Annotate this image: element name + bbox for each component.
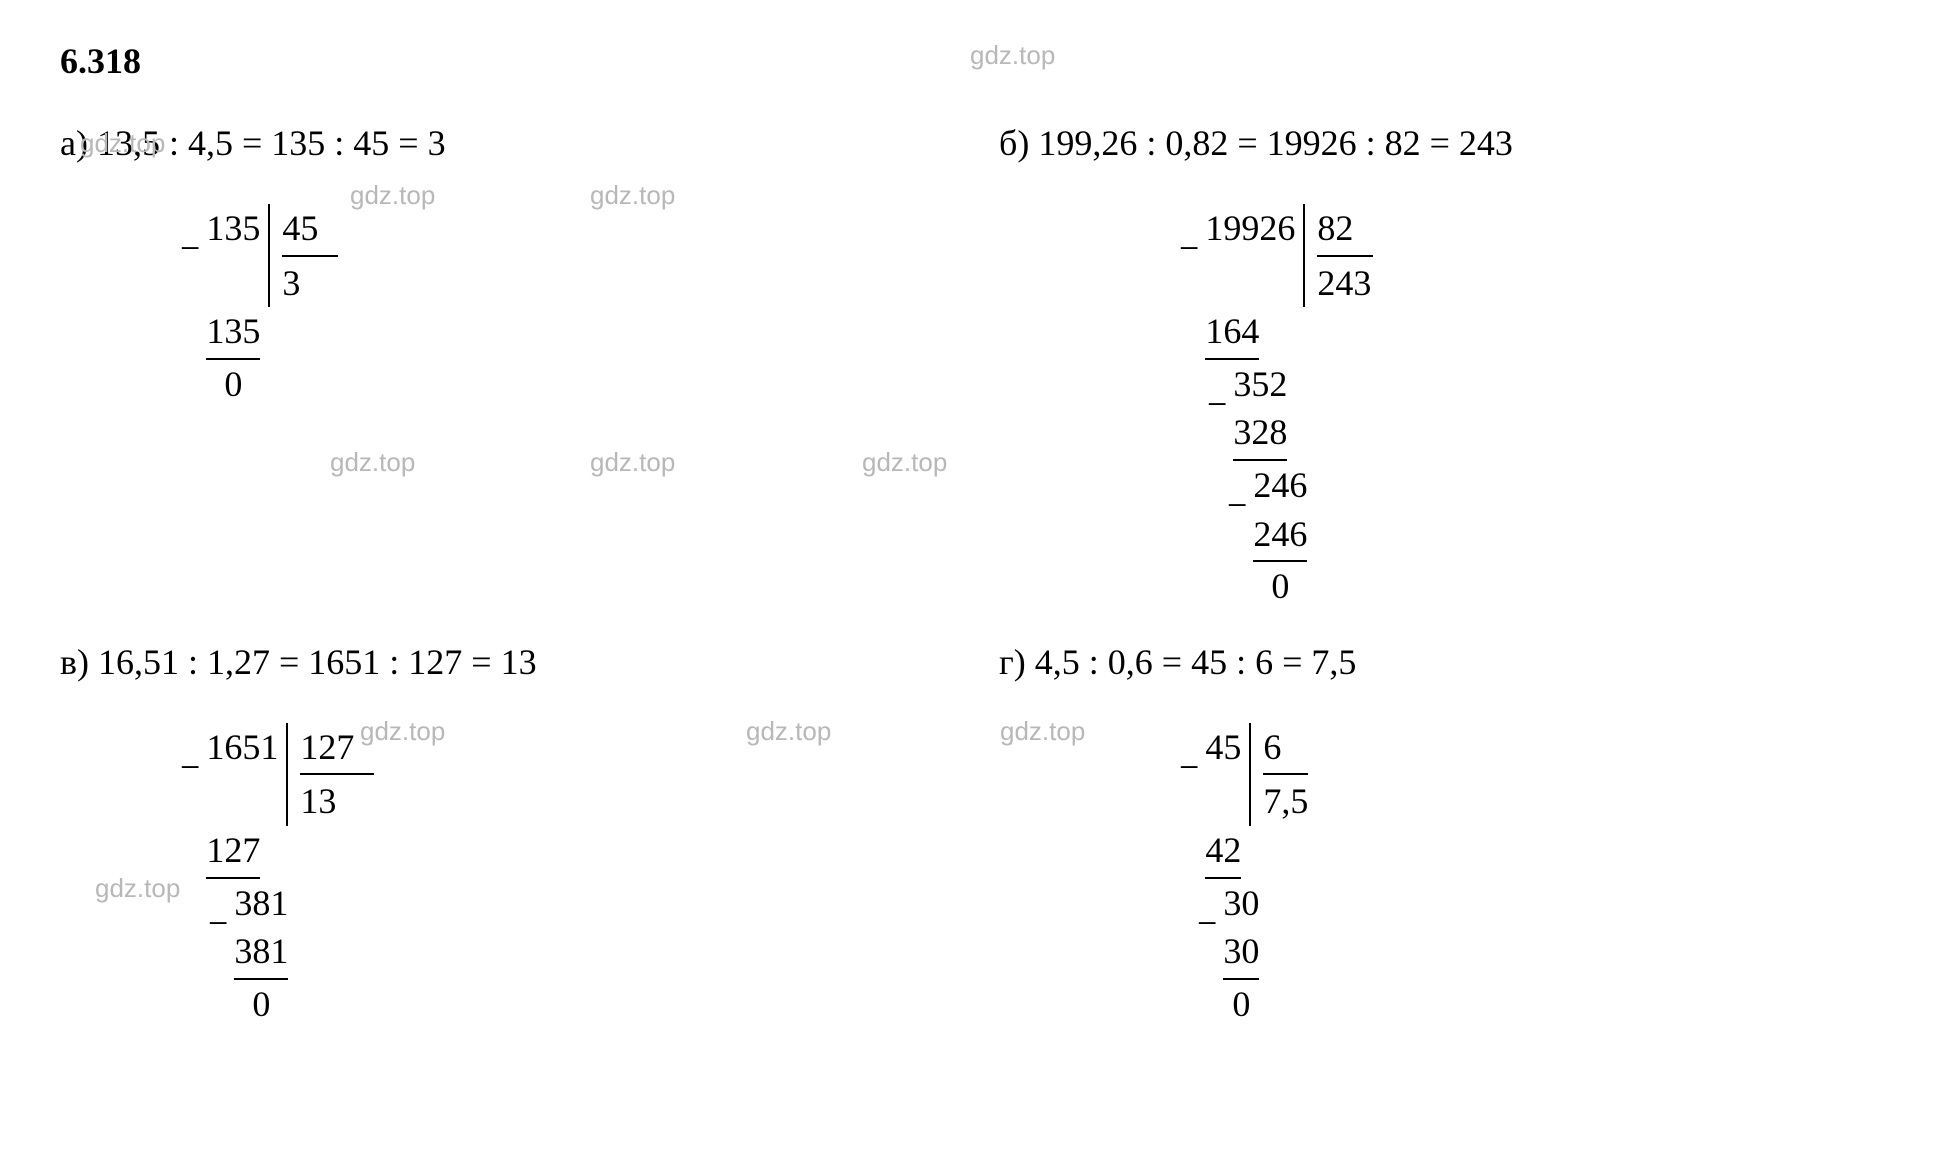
dividend-b: 19926 <box>1205 204 1295 253</box>
quotient-d: 7,5 <box>1263 775 1308 826</box>
dividend-a: 135 <box>206 204 260 253</box>
minus-sign: − <box>1197 899 1217 948</box>
step-sub-b-3: 246 <box>1253 510 1307 563</box>
minus-sign: − <box>180 743 200 792</box>
step-result-d-1: 30 <box>1223 879 1259 928</box>
minus-sign: − <box>208 899 228 948</box>
divisor-d: 6 <box>1263 723 1308 776</box>
equation-text-a: 13,5 : 4,5 = 135 : 45 = 3 <box>97 123 446 163</box>
step-sub-a-1: 135 <box>206 307 260 360</box>
minus-sign: − <box>1179 224 1199 273</box>
problem-c: в) 16,51 : 1,27 = 1651 : 127 = 13 − 1651… <box>60 641 939 1029</box>
step-result-b-3: 0 <box>1253 562 1307 611</box>
long-division-a: − 135 45 3 135 0 <box>180 204 939 408</box>
divisor-a: 45 <box>282 204 338 257</box>
quotient-a: 3 <box>282 257 338 308</box>
equation-c: в) 16,51 : 1,27 = 1651 : 127 = 13 <box>60 641 939 683</box>
divisor-c: 127 <box>300 723 374 776</box>
equation-b: б) 199,26 : 0,82 = 19926 : 82 = 243 <box>999 122 1878 164</box>
step-sub-d-1: 42 <box>1205 826 1241 879</box>
problem-number: 6.318 <box>60 40 1878 82</box>
minus-sign: − <box>1227 481 1247 530</box>
dividend-c: 1651 <box>206 723 278 772</box>
step-result-d-2: 0 <box>1223 980 1259 1029</box>
quotient-c: 13 <box>300 775 374 826</box>
equation-a: а) 13,5 : 4,5 = 135 : 45 = 3 <box>60 122 939 164</box>
step-result-a-1: 0 <box>206 360 260 409</box>
equation-text-b: 199,26 : 0,82 = 19926 : 82 = 243 <box>1038 123 1513 163</box>
minus-sign: − <box>180 224 200 273</box>
step-result-c-1: 381 <box>234 879 288 928</box>
quotient-b: 243 <box>1317 257 1373 308</box>
step-result-c-2: 0 <box>234 980 288 1029</box>
long-division-d: − 45 6 7,5 42 − 30 30 0 <box>1179 723 1878 1029</box>
step-result-b-1: 352 <box>1233 360 1287 409</box>
problem-b: б) 199,26 : 0,82 = 19926 : 82 = 243 − 19… <box>999 122 1878 611</box>
step-sub-c-2: 381 <box>234 927 288 980</box>
long-division-b: − 19926 82 243 164 − 352 328 <box>1179 204 1878 611</box>
label-b: б) <box>999 123 1029 163</box>
label-c: в) <box>60 642 89 682</box>
dividend-d: 45 <box>1205 723 1241 772</box>
step-sub-d-2: 30 <box>1223 927 1259 980</box>
step-sub-b-2: 328 <box>1233 408 1287 461</box>
minus-sign: − <box>1207 380 1227 429</box>
step-sub-b-1: 164 <box>1205 307 1259 360</box>
problem-d: г) 4,5 : 0,6 = 45 : 6 = 7,5 − 45 6 7,5 4… <box>999 641 1878 1029</box>
problem-a: а) 13,5 : 4,5 = 135 : 45 = 3 − 135 45 3 … <box>60 122 939 611</box>
step-result-b-2: 246 <box>1253 461 1307 510</box>
equation-text-c: 16,51 : 1,27 = 1651 : 127 = 13 <box>98 642 537 682</box>
step-sub-c-1: 127 <box>206 826 260 879</box>
label-d: г) <box>999 642 1026 682</box>
minus-sign: − <box>1179 743 1199 792</box>
long-division-c: − 1651 127 13 127 − 381 381 <box>180 723 939 1029</box>
label-a: а) <box>60 123 88 163</box>
problems-grid: а) 13,5 : 4,5 = 135 : 45 = 3 − 135 45 3 … <box>60 122 1878 1028</box>
equation-text-d: 4,5 : 0,6 = 45 : 6 = 7,5 <box>1035 642 1357 682</box>
divisor-b: 82 <box>1317 204 1373 257</box>
equation-d: г) 4,5 : 0,6 = 45 : 6 = 7,5 <box>999 641 1878 683</box>
